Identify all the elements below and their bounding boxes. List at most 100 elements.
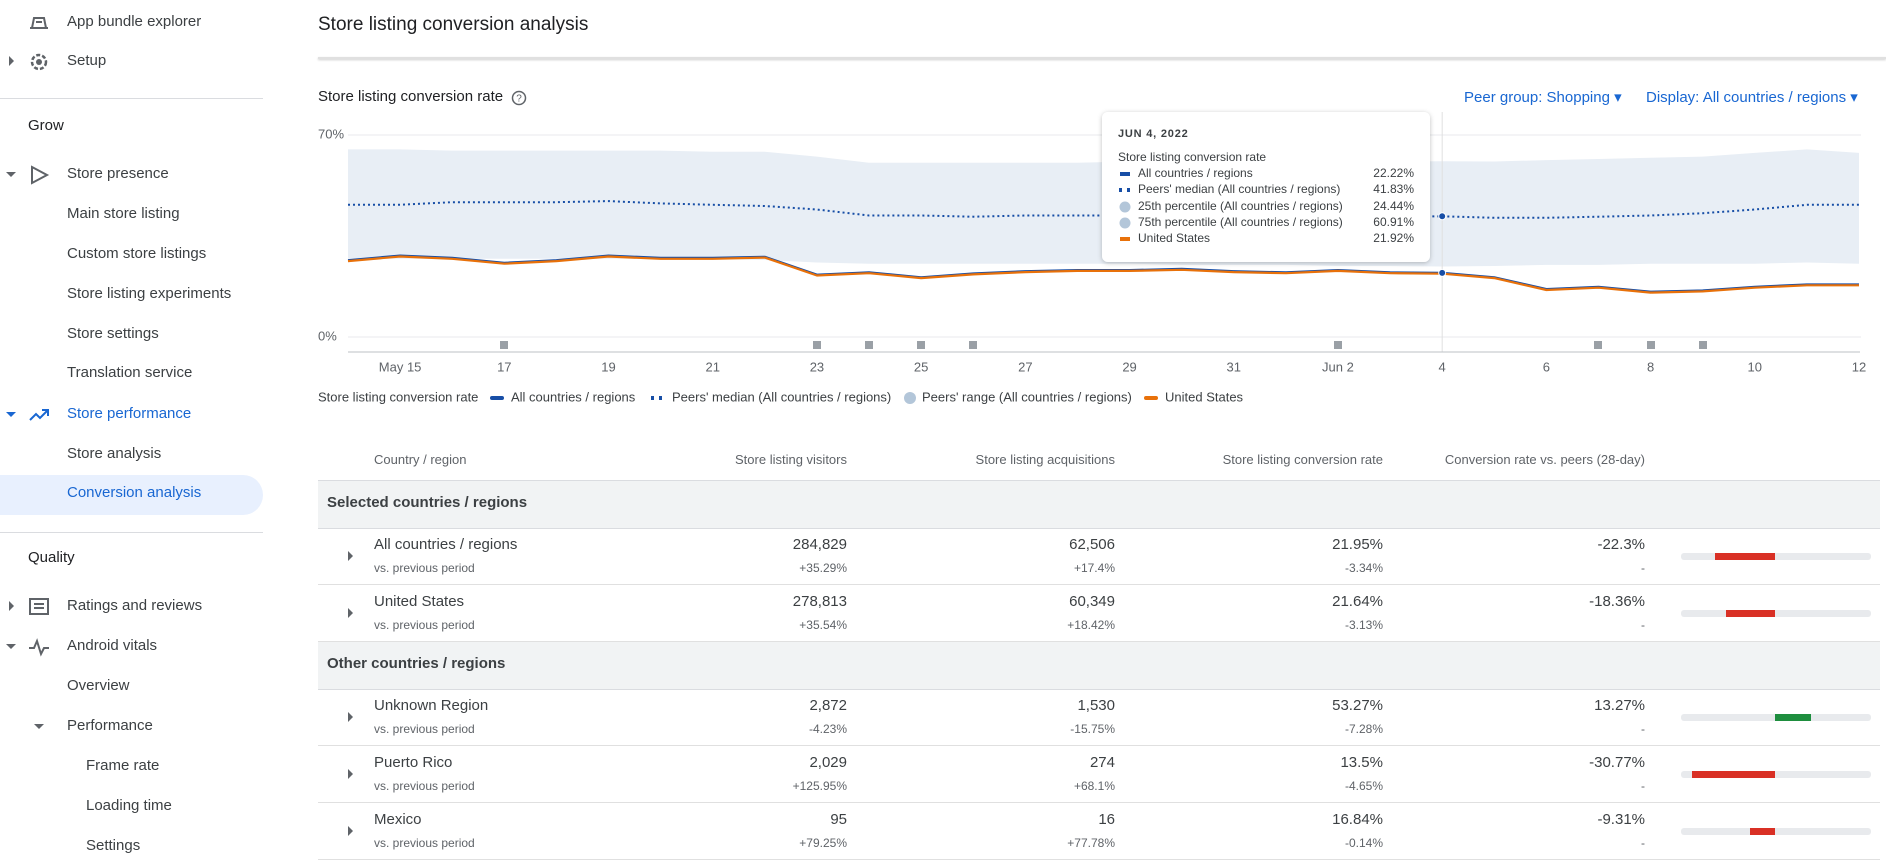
nav-item[interactable]: Ratings and reviews [67,597,203,614]
nav-item[interactable]: Setup [67,52,107,69]
expand-arrow[interactable] [34,724,44,729]
tooltip-date: JUN 4, 2022 [1118,128,1189,140]
chart: 0%70%May 15 17 19 21 23 25 27 29 31 Jun 2 4 6 8 10 12 … [318,112,1866,404]
nav-item[interactable]: Store analysis [67,445,162,462]
cell-value: 274 [1089,754,1115,771]
header-divider [318,57,1886,59]
legend-label[interactable]: United States [1165,389,1244,404]
vs-peers-bar [1715,553,1775,560]
icon [29,409,49,421]
nav-item[interactable]: Store listing experiments [67,285,232,302]
expand-arrow[interactable] [6,644,16,649]
event-marker[interactable] [1699,341,1707,349]
column-header: Country / region [374,452,467,467]
event-markers[interactable] [500,341,1707,349]
x-tick-label: May 15 [379,359,422,374]
nav-item[interactable]: Settings [86,837,141,854]
cell-change: -0.14% [1344,836,1383,850]
nav-item[interactable]: Loading time [86,797,172,814]
nav-item[interactable]: Main store listing [67,205,180,222]
cell-change: -4.65% [1344,779,1383,793]
event-marker[interactable] [969,341,977,349]
help-icon[interactable]: ? [511,90,527,106]
nav-section: Grow [28,117,64,134]
row-border [318,745,1880,746]
event-marker[interactable] [865,341,873,349]
event-marker[interactable] [1594,341,1602,349]
tooltip-value: 60.91% [1373,215,1414,229]
dropdown-label[interactable]: Peer group: Shopping [1464,89,1610,106]
vs-peers-change: - [1641,561,1645,575]
comparison-label: vs. previous period [374,722,475,736]
nav-item[interactable]: Store presence [67,165,169,182]
nav-item[interactable]: Translation service [67,364,193,381]
column-header: Store listing visitors [735,452,847,467]
event-marker[interactable] [1334,341,1342,349]
expand-arrow[interactable] [348,769,353,779]
dropdown-label[interactable]: Display: All countries / regions [1646,89,1847,106]
icon [31,165,50,185]
vs-peers-change: - [1641,618,1645,632]
column-header: Conversion rate vs. peers (28-day) [1444,452,1645,467]
legend-label[interactable]: All countries / regions [511,389,636,404]
nav-item[interactable]: Frame rate [86,757,160,774]
event-marker[interactable] [500,341,508,349]
event-marker[interactable] [917,341,925,349]
nav-section: Quality [28,549,75,566]
event-marker[interactable] [813,341,821,349]
nav-item[interactable]: Overview [67,677,130,694]
nav-item[interactable]: App bundle explorer [67,13,202,30]
cell-change: +17.4% [1073,561,1115,575]
svg-text:?: ? [516,94,522,105]
page-title: Store listing conversion analysis [318,14,589,35]
x-tick-label: 21 [705,359,719,374]
expand-arrow[interactable] [348,551,353,561]
vs-peers-bar [1749,828,1775,835]
bar-track [1681,828,1871,835]
row-border [318,641,1880,642]
event-marker[interactable] [1647,341,1655,349]
nav-item[interactable]: Custom store listings [67,245,207,262]
country-name: United States [374,593,465,610]
vs-peers-change: - [1641,779,1645,793]
legend-label[interactable]: Peers' median (All countries / regions) [672,389,891,404]
comparison-label: vs. previous period [374,779,475,793]
expand-arrow[interactable] [6,172,16,177]
nav-item[interactable]: Store settings [67,325,159,342]
nav-item[interactable]: Performance [67,717,153,734]
display-dropdown[interactable]: Display: All countries / regions ▾ [1646,89,1858,106]
x-tick-label: 25 [914,359,928,374]
expand-arrow[interactable] [348,608,353,618]
nav-item[interactable]: Conversion analysis [67,484,202,501]
legend-swatch [904,392,916,404]
expand-arrow[interactable] [348,712,353,722]
bar-track [1681,610,1871,617]
country-name: All countries / regions [374,536,518,553]
cell-value: 2,029 [809,754,847,771]
legend-label[interactable]: Peers' range (All countries / regions) [922,389,1132,404]
divider [0,98,263,99]
cell-change: +35.54% [799,618,847,632]
y-tick-label: 70% [318,126,344,141]
vs-peers-value: -30.77% [1589,754,1645,771]
country-name: Unknown Region [374,697,489,714]
nav-item[interactable]: Android vitals [67,637,158,654]
tooltip-label: All countries / regions [1138,166,1253,180]
x-tick-label: Jun 2 [1322,359,1354,374]
plot: 0% 70% May 15 17 19 21 23 25 27 29 31 Jun 2 4 6 8 10 12 [318,112,1866,374]
cell-value: 1,530 [1077,697,1115,714]
expand-arrow[interactable] [348,826,353,836]
column-header: Store listing acquisitions [975,452,1115,467]
expand-arrow[interactable] [9,601,14,611]
tooltip-box [1102,112,1430,262]
vs-peers-bar [1692,771,1775,778]
section-band [318,642,1880,690]
peer-group-dropdown[interactable]: Peer group: Shopping ▾ [1464,89,1622,106]
expand-arrow[interactable] [9,56,14,66]
cell-value: 21.95% [1332,536,1383,553]
divider [0,532,263,533]
nav-item[interactable]: Store performance [67,405,192,422]
x-tick-label: 31 [1227,359,1241,374]
expand-arrow[interactable] [6,412,16,417]
country-name: Puerto Rico [374,754,453,771]
